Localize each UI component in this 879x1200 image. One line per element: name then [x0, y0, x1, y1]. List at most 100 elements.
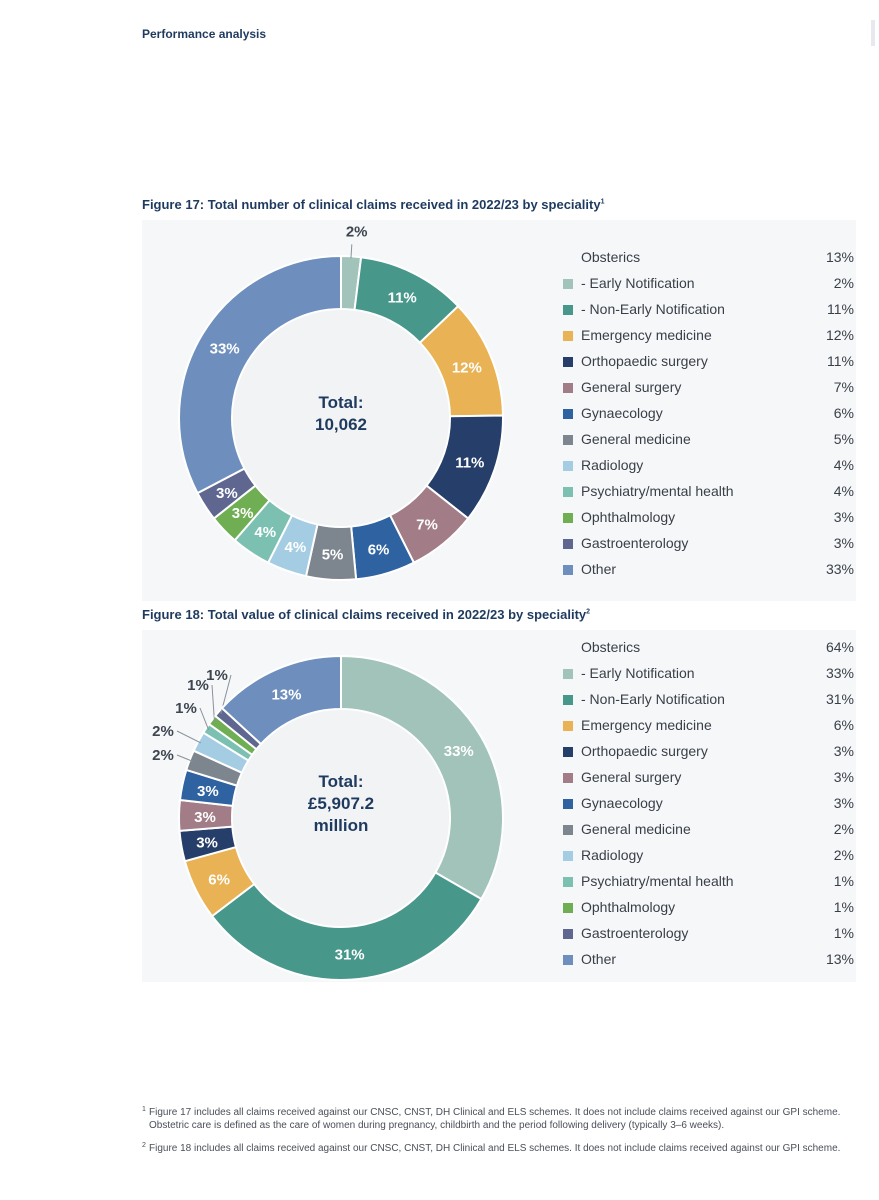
legend-label: Radiology	[581, 457, 644, 473]
figure-17-donut-chart: 2%11%12%11%7%6%5%4%4%3%3%33%Total:10,062	[178, 223, 504, 581]
leader-line	[176, 754, 193, 762]
slice-label-emergency-medicine: 12%	[452, 359, 482, 376]
legend-row-general-medicine: General medicine 2%	[563, 820, 854, 840]
legend-row-gynaecology: Gynaecology 6%	[563, 404, 854, 424]
slice-label-radiology: 2%	[152, 723, 174, 740]
legend-swatch	[563, 955, 573, 965]
legend-swatch	[563, 409, 573, 419]
center-total-line: Total:	[318, 393, 363, 412]
legend-value: 2%	[833, 821, 854, 837]
legend-value: 6%	[833, 405, 854, 421]
legend-value: 1%	[833, 899, 854, 915]
legend-row-orthopaedic-surgery: Orthopaedic surgery 11%	[563, 352, 854, 372]
legend-value: 31%	[825, 691, 854, 707]
figure-18-title-text: Figure 18: Total value of clinical claim…	[142, 607, 587, 622]
center-total-line: £5,907.2	[308, 794, 374, 813]
center-total-line: 10,062	[315, 415, 367, 434]
legend-swatch	[563, 305, 573, 315]
figure-18-donut-chart: 33%31%6%3%3%3%2%2%1%1%1%13%Total:£5,907.…	[152, 654, 504, 981]
legend-row-gastroenterology: Gastroenterology 1%	[563, 924, 854, 944]
legend-label: Obsterics	[581, 639, 641, 655]
legend-value: 6%	[833, 717, 854, 733]
legend-label: Emergency medicine	[581, 717, 712, 733]
leader-line	[211, 684, 215, 722]
donut-slice-other	[178, 254, 342, 495]
legend-value: 4%	[833, 457, 854, 473]
legend-row-gastroenterology: Gastroenterology 3%	[563, 534, 854, 554]
figure-18-title: Figure 18: Total value of clinical claim…	[142, 607, 590, 622]
leader-line	[350, 244, 353, 259]
legend-row-radiology: Radiology 4%	[563, 456, 854, 476]
legend-row-emergency-medicine: Emergency medicine 6%	[563, 716, 854, 736]
legend-row-psychiatry-mental-health: Psychiatry/mental health 4%	[563, 482, 854, 502]
legend-swatch	[563, 721, 573, 731]
legend-label: Ophthalmology	[581, 509, 676, 525]
legend-value: 7%	[833, 379, 854, 395]
footnote-2: 2 Figure 18 includes all claims received…	[142, 1142, 842, 1155]
legend-swatch	[563, 695, 573, 705]
slice-label-radiology: 4%	[285, 539, 307, 556]
legend-swatch	[563, 279, 573, 289]
slice-label-emergency-medicine: 6%	[208, 871, 230, 888]
slice-label-ophthalmology: 1%	[187, 677, 209, 694]
legend-value: 2%	[833, 275, 854, 291]
legend-value: 3%	[833, 769, 854, 785]
legend-row-non-early-notification: - Non-Early Notification 11%	[563, 300, 854, 320]
legend-swatch	[563, 773, 573, 783]
legend-label: Gynaecology	[581, 795, 663, 811]
legend-value: 33%	[825, 665, 854, 681]
legend-label: - Non-Early Notification	[581, 301, 725, 317]
footnote-2-text: Figure 18 includes all claims received a…	[149, 1143, 841, 1154]
donut-hole	[233, 310, 449, 526]
legend-label: Orthopaedic surgery	[581, 353, 708, 369]
legend-row-other: Other 13%	[563, 950, 854, 970]
legend-swatch	[563, 851, 573, 861]
legend-value: 11%	[827, 301, 854, 317]
slice-label-psychiatry-mental-health: 4%	[254, 524, 276, 541]
legend-label: General medicine	[581, 821, 691, 837]
legend-value: 3%	[833, 535, 854, 551]
legend-value: 3%	[833, 795, 854, 811]
legend-value: 1%	[833, 873, 854, 889]
legend-swatch	[563, 331, 573, 341]
legend-label: General medicine	[581, 431, 691, 447]
slice-label-other: 13%	[271, 686, 301, 703]
footnote-2-mark: 2	[142, 1142, 146, 1149]
legend-label: Psychiatry/mental health	[581, 483, 734, 499]
legend-swatch	[563, 461, 573, 471]
legend-label: Radiology	[581, 847, 644, 863]
footnotes: 1 Figure 17 includes all claims received…	[142, 1106, 842, 1165]
donut-slice-other	[220, 654, 342, 746]
legend-swatch	[563, 357, 573, 367]
legend-swatch	[563, 565, 573, 575]
legend-label: Orthopaedic surgery	[581, 743, 708, 759]
slice-label-orthopaedic-surgery: 3%	[196, 835, 218, 852]
legend-label: Psychiatry/mental health	[581, 873, 734, 889]
legend-label: Gynaecology	[581, 405, 663, 421]
section-header: Performance analysis	[142, 27, 267, 41]
legend-row-early-notification: - Early Notification 33%	[563, 664, 854, 684]
figure-18-footnote-ref: 2	[586, 608, 591, 616]
legend-swatch	[563, 929, 573, 939]
slice-label-general-medicine: 5%	[322, 547, 344, 564]
slice-label-general-surgery: 7%	[416, 516, 438, 533]
legend-value: 3%	[833, 743, 854, 759]
legend-row-radiology: Radiology 2%	[563, 846, 854, 866]
legend-value: 64%	[825, 639, 854, 655]
figure-17-panel: 2% 11% 12% 11% 7% 6% 5% 4% 4% 3% 3% 33% Total: 10,062…	[142, 220, 856, 601]
donut-hole	[233, 710, 449, 926]
legend-row-ophthalmology: Ophthalmology 1%	[563, 898, 854, 918]
legend-label: General surgery	[581, 769, 682, 785]
legend-value: 4%	[833, 483, 854, 499]
legend-label: - Non-Early Notification	[581, 691, 725, 707]
legend-label: Gastroenterology	[581, 925, 689, 941]
legend-swatch	[563, 799, 573, 809]
figure-17-footnote-ref: 1	[600, 198, 605, 206]
legend-value: 2%	[833, 847, 854, 863]
legend-row-other: Other 33%	[563, 560, 854, 580]
legend-label: Other	[581, 561, 617, 577]
legend-value: 12%	[825, 327, 854, 343]
slice-label-other: 33%	[210, 341, 240, 358]
slice-label-non-early-notification: 11%	[388, 290, 417, 307]
legend-swatch	[563, 539, 573, 549]
